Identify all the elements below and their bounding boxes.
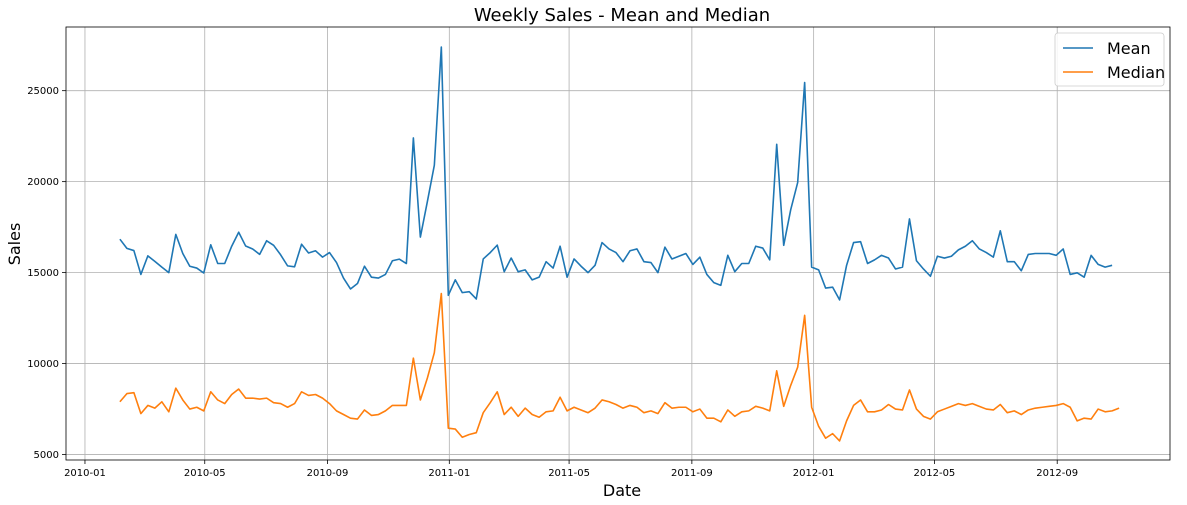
y-axis-label: Sales	[5, 223, 24, 266]
y-tick-label: 15000	[27, 268, 59, 279]
y-tick-label: 5000	[34, 450, 59, 461]
x-tick-label: 2011-05	[548, 468, 590, 479]
y-tick-label: 25000	[27, 86, 59, 97]
x-tick-label: 2012-05	[914, 468, 956, 479]
x-tick-label: 2012-01	[793, 468, 835, 479]
x-axis-ticks: 2010-01 2010-05 2010-09 2011-01 2011-05 2011-…	[64, 460, 1078, 479]
grid	[66, 27, 1170, 460]
y-axis-ticks: 5000 10000 15000 20000 25000	[27, 86, 66, 461]
series-line-mean	[119, 46, 1113, 301]
chart-title: Weekly Sales - Mean and Median	[474, 5, 770, 26]
y-tick-label: 20000	[27, 177, 59, 188]
legend-label-mean: Mean	[1107, 39, 1151, 58]
x-tick-label: 2011-09	[671, 468, 713, 479]
x-tick-label: 2010-09	[307, 468, 349, 479]
plot-frame	[65, 26, 1171, 461]
series-layer	[119, 46, 1120, 442]
x-tick-label: 2011-01	[428, 468, 470, 479]
plot-background	[66, 27, 1170, 460]
x-tick-label: 2010-01	[64, 468, 106, 479]
series-line-median	[119, 292, 1120, 442]
x-tick-label: 2012-09	[1036, 468, 1078, 479]
x-axis-label: Date	[603, 481, 641, 500]
legend: Mean Median	[1054, 32, 1165, 87]
x-tick-label: 2010-05	[184, 468, 226, 479]
legend-label-median: Median	[1107, 63, 1165, 82]
y-tick-label: 10000	[27, 359, 59, 370]
